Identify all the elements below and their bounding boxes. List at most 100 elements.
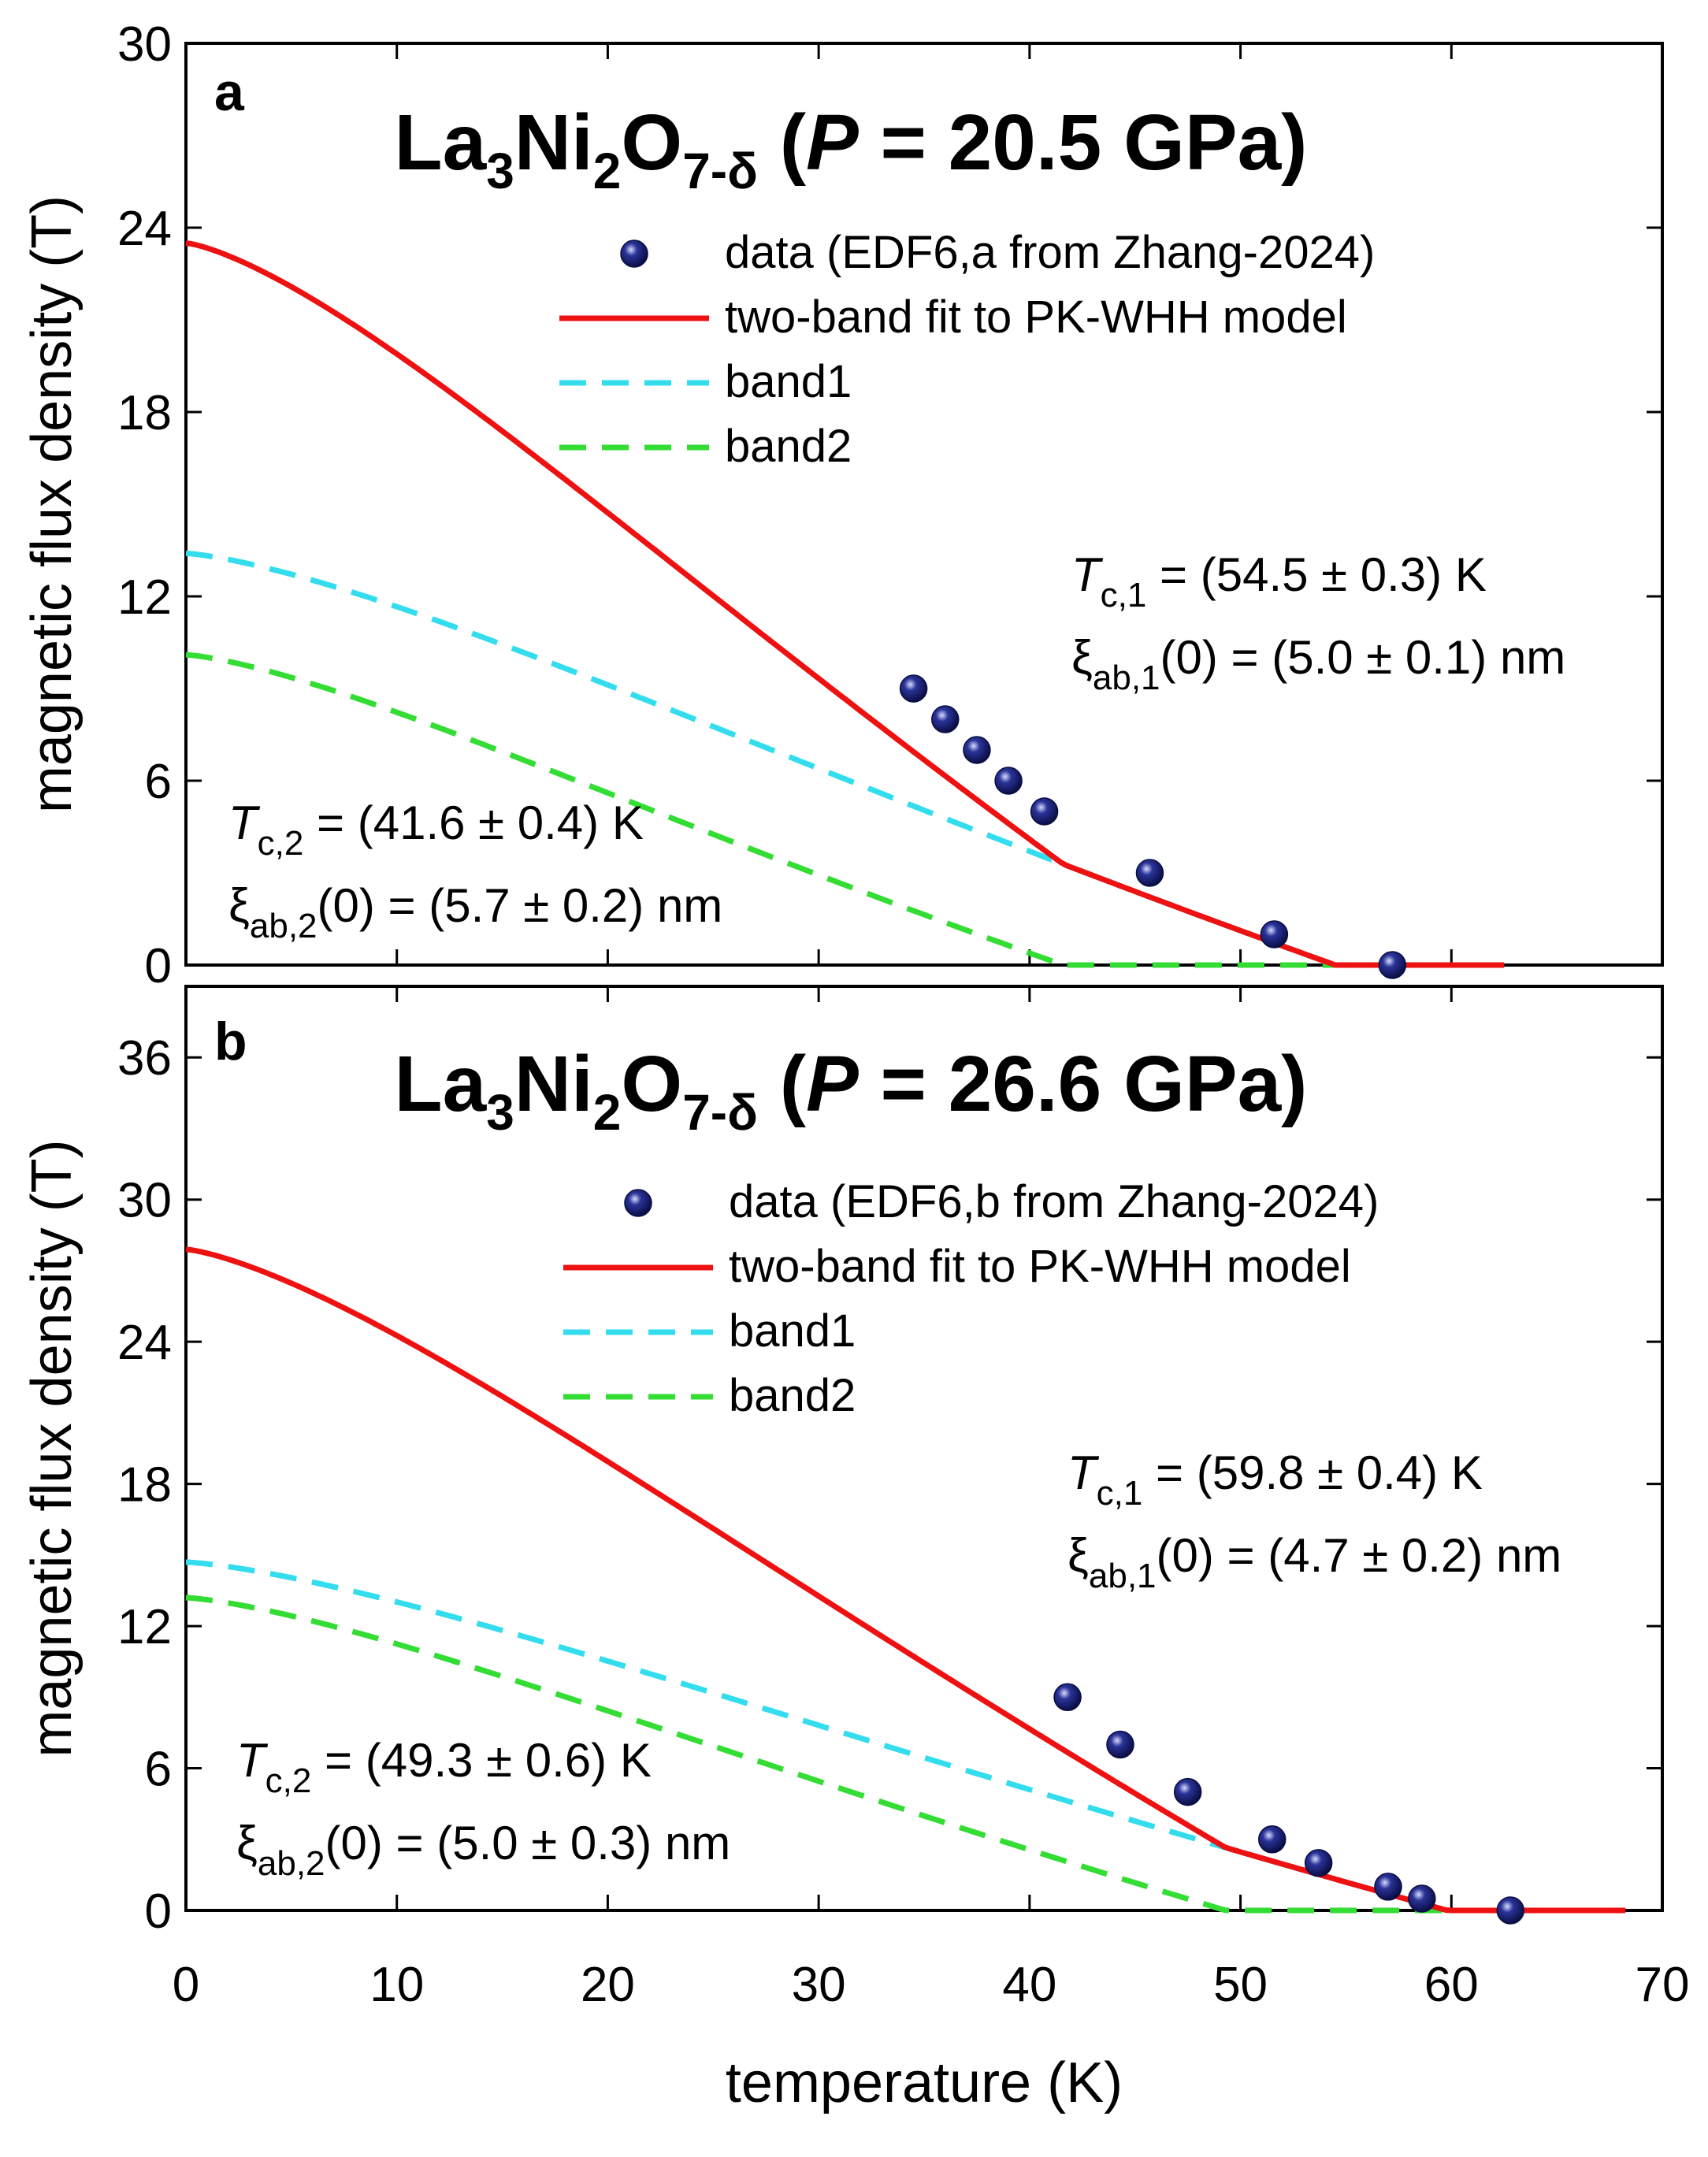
- y-tick-label: 12: [117, 570, 172, 625]
- annotation-xi2: ξab,2(0) = (5.0 ± 0.3) nm: [236, 1817, 730, 1883]
- title-part: Ni: [514, 1040, 593, 1128]
- title-sub: 2: [593, 1084, 622, 1141]
- y-tick-label: 18: [117, 1458, 172, 1513]
- title-part: La: [395, 1040, 488, 1128]
- annotation-sub: c,1: [1101, 576, 1147, 614]
- data-point: [1030, 797, 1059, 826]
- data-point: [1378, 951, 1407, 979]
- title-sub: 3: [486, 143, 514, 199]
- title-sub: 7-δ: [682, 143, 758, 199]
- y-tick-label: 30: [117, 1174, 172, 1228]
- data-point: [1173, 1777, 1202, 1806]
- legend-label-data: data (EDF6,a from Zhang-2024): [725, 227, 1375, 278]
- annotation-text: = (54.5 ± 0.3) K: [1146, 548, 1486, 601]
- annotation-symbol: T: [1071, 548, 1104, 601]
- annotation-symbol: T: [236, 1734, 269, 1787]
- annotation-sub: ab,1: [1093, 659, 1160, 697]
- title-part: = 26.6 GPa): [859, 1040, 1308, 1128]
- annotation-sub: ab,1: [1089, 1557, 1157, 1595]
- y-tick-label: 6: [145, 1743, 172, 1797]
- legend-label-band2: band2: [725, 421, 852, 472]
- annotation-sub: ab,2: [250, 907, 317, 945]
- y-axis-label: magnetic flux density (T): [20, 195, 84, 813]
- x-tick-label: 10: [369, 1958, 424, 2012]
- y-tick-label: 0: [145, 1884, 172, 1939]
- legend-marker-data: [620, 239, 648, 268]
- x-tick-label: 0: [173, 1958, 199, 2012]
- y-tick-label: 24: [117, 202, 172, 256]
- legend-label-fit: two-band fit to PK-WHH model: [729, 1241, 1351, 1292]
- y-tick-label: 12: [117, 1600, 172, 1654]
- data-point: [1304, 1849, 1333, 1877]
- annotation-symbol: ξ: [1068, 1529, 1089, 1582]
- annotation-sub: c,2: [265, 1762, 312, 1800]
- title-sub: 2: [593, 143, 622, 199]
- title-part: = 20.5 GPa): [859, 98, 1308, 187]
- panel-letter: b: [214, 1012, 247, 1071]
- data-point: [994, 767, 1023, 795]
- x-tick-label: 20: [581, 1958, 635, 2012]
- curve-band2: [185, 1595, 1626, 1914]
- legend: data (EDF6,b from Zhang-2024) two-band fi…: [563, 1176, 1379, 1421]
- data-point: [1106, 1730, 1134, 1759]
- panel-letter: a: [214, 62, 245, 122]
- plot-frame: [184, 42, 1664, 967]
- y-axis-label: magnetic flux density (T): [20, 1139, 84, 1757]
- annotation-sub: ab,2: [258, 1844, 325, 1883]
- title-part: P: [806, 1040, 859, 1128]
- title-part: Ni: [514, 98, 593, 187]
- x-axis-label: temperature (K): [726, 2051, 1123, 2114]
- annotation-text: = (49.3 ± 0.6) K: [311, 1734, 651, 1787]
- annotation-text: (0) = (5.7 ± 0.2) nm: [317, 879, 723, 932]
- title-part: (: [758, 98, 807, 187]
- title-sub: 7-δ: [682, 1084, 758, 1141]
- curve-fit: [185, 240, 1505, 968]
- curve-band2: [185, 652, 1505, 968]
- annotation-sub: c,2: [258, 824, 304, 863]
- data-point: [963, 736, 991, 764]
- annotation-symbol: ξ: [236, 1817, 258, 1869]
- legend-marker-data: [624, 1189, 652, 1217]
- plot-frame: [184, 985, 1664, 1912]
- annotation-xi1: ξab,1(0) = (4.7 ± 0.2) nm: [1068, 1529, 1561, 1595]
- title-part: (: [758, 1040, 807, 1128]
- data-point: [1408, 1884, 1436, 1913]
- x-tick-label: 50: [1213, 1958, 1268, 2012]
- annotation-text: (0) = (4.7 ± 0.2) nm: [1157, 1529, 1562, 1582]
- y-tick-label: 6: [145, 755, 172, 809]
- panel-title: La3Ni2O7-δ (P = 26.6 GPa): [395, 1040, 1308, 1141]
- x-tick-label: 60: [1424, 1958, 1479, 2012]
- data-point: [1053, 1683, 1082, 1712]
- y-tick-label: 18: [117, 386, 172, 440]
- data-point: [931, 705, 960, 733]
- x-tick-label: 30: [792, 1958, 846, 2012]
- title-part: O: [621, 1040, 682, 1128]
- data-point: [899, 674, 928, 703]
- panel-b: 0 6 12 18 24 30 36 magnetic flux density (T) b La…: [20, 985, 1664, 1939]
- legend-label-band1: band1: [729, 1305, 856, 1357]
- x-tick-label: 70: [1636, 1958, 1690, 2012]
- annotation-text: = (59.8 ± 0.4) K: [1142, 1446, 1482, 1499]
- x-tick-label: 40: [1002, 1958, 1056, 2012]
- y-tick-label: 24: [117, 1316, 172, 1370]
- y-tick-label: 0: [145, 939, 172, 993]
- legend-label-band2: band2: [729, 1370, 856, 1421]
- title-part: O: [621, 98, 682, 187]
- y-tick-label: 30: [117, 17, 172, 72]
- annotation-symbol: T: [1068, 1446, 1100, 1499]
- annotation-xi1: ξab,1(0) = (5.0 ± 0.1) nm: [1071, 631, 1565, 697]
- annotation-symbol: ξ: [228, 879, 250, 932]
- annotation-xi2: ξab,2(0) = (5.7 ± 0.2) nm: [228, 879, 722, 945]
- panel-title: La3Ni2O7-δ (P = 20.5 GPa): [395, 98, 1308, 199]
- panel-a: 0 6 12 18 24 30 magnetic flux density (T) a La3N…: [20, 17, 1664, 993]
- annotation-text: (0) = (5.0 ± 0.3) nm: [325, 1817, 731, 1869]
- annotation-tc1: Tc,1 = (59.8 ± 0.4) K: [1068, 1446, 1483, 1513]
- annotation-text: (0) = (5.0 ± 0.1) nm: [1160, 631, 1566, 684]
- annotation-tc2: Tc,2 = (41.6 ± 0.4) K: [228, 796, 644, 863]
- legend-label-fit: two-band fit to PK-WHH model: [725, 291, 1347, 343]
- data-point: [1374, 1873, 1402, 1901]
- y-tick-label: 36: [117, 1031, 172, 1086]
- annotation-tc2: Tc,2 = (49.3 ± 0.6) K: [236, 1734, 652, 1800]
- legend-label-data: data (EDF6,b from Zhang-2024): [729, 1176, 1379, 1227]
